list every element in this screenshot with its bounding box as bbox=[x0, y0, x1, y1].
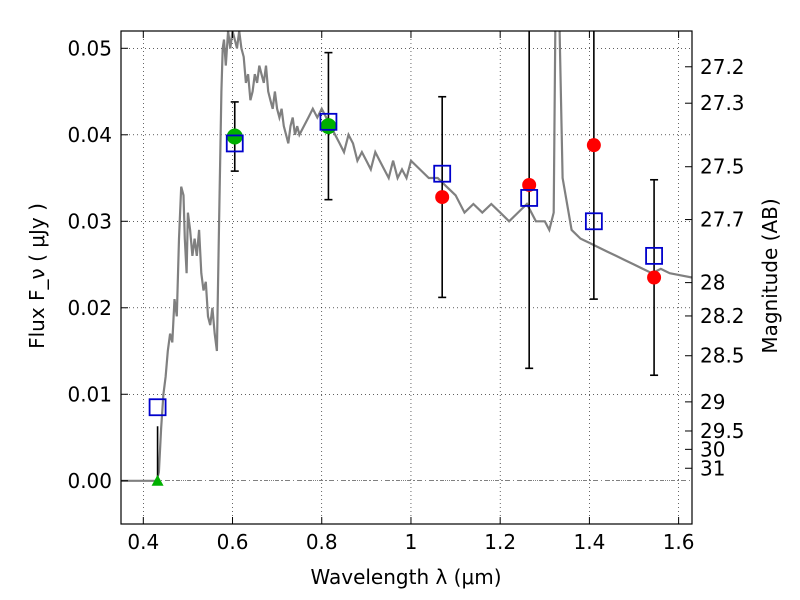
y-tick-label: 0.02 bbox=[67, 296, 112, 320]
mag-tick-label: 29 bbox=[700, 390, 725, 414]
x-tick-label: 1.6 bbox=[663, 530, 695, 554]
upper-limit-marker bbox=[151, 474, 164, 486]
mag-tick-label: 31 bbox=[700, 456, 725, 480]
model-sed-curve bbox=[121, 31, 692, 482]
x-tick-label: 0.8 bbox=[306, 530, 338, 554]
y-axis-right-label: Magnitude (AB) bbox=[758, 198, 782, 353]
model-point-square bbox=[584, 212, 603, 231]
x-tick-label: 1.2 bbox=[484, 530, 516, 554]
data-points bbox=[148, 112, 663, 486]
sed-line bbox=[121, 31, 692, 482]
y-tick-label: 0.04 bbox=[67, 123, 112, 147]
mag-tick-label: 30 bbox=[700, 437, 725, 461]
model-point-square bbox=[645, 246, 663, 265]
plot-border bbox=[120, 30, 693, 525]
x-tick-label: 0.4 bbox=[127, 530, 159, 554]
observed-point-green bbox=[320, 118, 337, 135]
model-point-square bbox=[225, 134, 244, 153]
mag-tick-label: 29.5 bbox=[700, 419, 745, 443]
model-point-square bbox=[433, 164, 452, 183]
y-ticks: 0.00 0.01 0.02 0.03 0.04 0.05 bbox=[67, 36, 128, 493]
mag-tick-label: 27.7 bbox=[700, 208, 745, 232]
grid bbox=[121, 31, 692, 524]
mag-tick-label: 27.5 bbox=[700, 155, 745, 179]
mag-tick-label: 27.3 bbox=[700, 91, 745, 115]
plot-frame bbox=[120, 30, 693, 525]
observed-point-red bbox=[435, 190, 450, 205]
x-tick-label: 0.6 bbox=[217, 530, 249, 554]
model-point-square bbox=[148, 398, 167, 417]
y-axis-label: Flux F_ν ( μJy ) bbox=[25, 203, 49, 349]
x-tick-label: 1.4 bbox=[573, 530, 605, 554]
mag-tick-label: 28 bbox=[700, 271, 725, 295]
mag-tick-label: 28.2 bbox=[700, 304, 745, 328]
observed-point-red bbox=[647, 270, 662, 285]
model-point-square bbox=[319, 112, 338, 131]
y-tick-label: 0.00 bbox=[67, 469, 112, 493]
y-tick-label: 0.01 bbox=[67, 382, 112, 406]
model-point-square bbox=[520, 189, 539, 207]
y-tick-label: 0.05 bbox=[67, 36, 112, 60]
observed-point-green bbox=[226, 128, 243, 145]
x-axis-label: Wavelength λ (μm) bbox=[310, 565, 501, 589]
observed-point-red bbox=[522, 177, 537, 192]
observed-point-red bbox=[586, 138, 601, 153]
mag-tick-label: 28.5 bbox=[700, 344, 745, 368]
x-ticks: 0.4 0.6 0.8 1 1.2 1.4 1.6 bbox=[127, 31, 695, 554]
mag-tick-label: 27.2 bbox=[700, 55, 745, 79]
y-tick-label: 0.03 bbox=[67, 209, 112, 233]
x-tick-label: 1 bbox=[405, 530, 418, 554]
